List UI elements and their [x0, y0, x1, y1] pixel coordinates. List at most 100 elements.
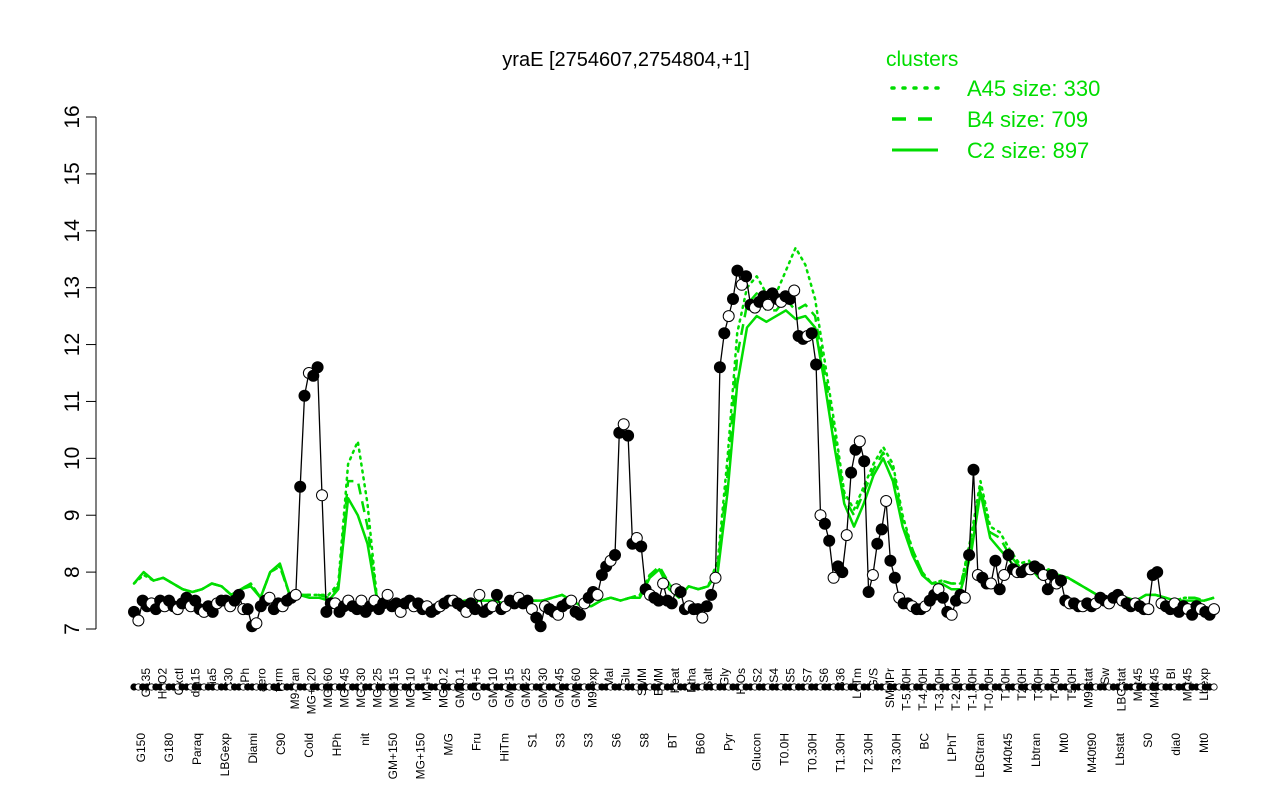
x-tick-label: H2O2 — [156, 668, 170, 700]
x-tick-label: Glucon — [749, 733, 763, 771]
x-tick-label: Fru — [470, 733, 484, 751]
x-tick-label: Pyr — [721, 733, 735, 751]
x-tick-label: S3 — [582, 733, 596, 748]
x-tick-label: S4 — [767, 668, 781, 683]
profile-point — [875, 523, 888, 536]
x-tick-label: HiOs — [734, 668, 748, 695]
profile-point — [731, 264, 744, 277]
profile-point — [709, 571, 722, 584]
x-tick-label: G135 — [139, 668, 153, 698]
y-tick-label: 13 — [61, 276, 84, 299]
x-tick-label: T1.30H — [833, 733, 847, 772]
profile-point — [311, 361, 324, 374]
x-tick-label: T2.30H — [861, 733, 875, 772]
profile-point — [827, 571, 840, 584]
cluster-line-C2 — [133, 309, 1215, 608]
profile-point — [936, 591, 949, 604]
x-tick-label: Mt0 — [1197, 733, 1211, 753]
profile-point — [945, 608, 958, 621]
profile-point — [289, 588, 302, 601]
y-tick-label: 16 — [61, 105, 84, 128]
profile-point — [963, 549, 976, 561]
x-tick-label: Oxctl — [172, 668, 186, 695]
profile-point — [263, 591, 276, 604]
profile-point — [294, 480, 307, 493]
x-tick-label: dia15 — [189, 668, 203, 698]
profile-point — [998, 569, 1011, 581]
x-tick-label: S5 — [784, 668, 798, 683]
profile-point — [853, 435, 866, 448]
profile-point — [840, 529, 853, 542]
x-tick-label: Mt0 — [1057, 733, 1071, 753]
x-tick-label: HiTm — [498, 733, 512, 762]
profile-point — [591, 588, 604, 601]
x-tick-label: M40t90 — [1085, 733, 1099, 773]
x-tick-label: B60 — [694, 733, 708, 755]
profile-point — [810, 358, 823, 371]
x-tick-label: HPh — [330, 733, 344, 756]
profile-point — [617, 418, 630, 431]
profile-point — [805, 327, 818, 340]
y-tick-label: 11 — [61, 391, 84, 413]
x-tick-label: BMM — [652, 668, 666, 696]
legend: clusters A45 size: 330 B4 size: 709 C2 siz… — [886, 48, 1100, 163]
cluster-line-B4 — [133, 292, 1215, 608]
profile-point — [1208, 603, 1220, 616]
profile-point — [871, 537, 884, 550]
profile-point — [727, 293, 739, 305]
profile-point — [845, 466, 858, 479]
profile-point — [762, 298, 774, 311]
legend-title: clusters — [886, 48, 958, 71]
x-tick-label: MG+150 — [414, 733, 428, 780]
profile-point — [534, 620, 547, 633]
x-tick-label: BT — [666, 732, 680, 748]
x-tick-label: Diami — [246, 733, 260, 764]
x-tick-label: S7 — [800, 668, 814, 683]
x-tick-label: Salt — [701, 667, 715, 688]
legend-label: C2 size: 897 — [967, 138, 1089, 163]
profile-point — [657, 577, 670, 590]
profile-point — [713, 361, 726, 374]
profile-point — [1041, 583, 1054, 596]
profile-point — [1142, 603, 1155, 616]
y-tick-label: 14 — [61, 219, 84, 243]
x-tick-label: LPhT — [945, 732, 959, 761]
x-tick-label: Paraq — [190, 733, 204, 765]
x-tick-label: LBGtran — [973, 733, 987, 778]
x-tick-label: LBGexp — [218, 733, 232, 777]
profile-point — [985, 577, 997, 590]
x-tick-label: S2 — [751, 668, 765, 683]
profile-point — [705, 588, 718, 601]
profile-point — [818, 517, 831, 530]
y-tick-label: 15 — [61, 162, 84, 185]
profile-point — [740, 270, 753, 283]
profile-point — [298, 389, 311, 402]
profile-point — [609, 549, 621, 561]
profile-point — [866, 569, 879, 581]
x-tick-label: dia0 — [1169, 733, 1183, 756]
x-tick-label: SMM — [635, 668, 649, 696]
x-tick-label: S1 — [526, 733, 540, 748]
profile-point — [993, 583, 1006, 596]
profile-point — [622, 429, 635, 442]
x-tick-label: Lbstat — [1113, 732, 1127, 765]
profile-point — [958, 591, 971, 604]
profile-point — [1002, 549, 1015, 561]
x-tick-label: BC — [917, 733, 931, 750]
x-tick-label: Gly — [718, 668, 732, 686]
x-tick-label: Cold — [302, 733, 316, 758]
profile-point — [132, 614, 145, 627]
x-tick-label: M40t45 — [1001, 733, 1015, 773]
x-tick-label: Sw — [1098, 668, 1112, 685]
profile-point — [884, 554, 897, 567]
x-tick-label: MG+120 — [304, 668, 318, 715]
x-tick-label: C90 — [274, 733, 288, 755]
x-rug-mark — [1210, 683, 1218, 691]
x-tick-label: Glu — [618, 668, 632, 687]
y-tick-label: 10 — [61, 447, 84, 470]
profile-point — [696, 611, 709, 624]
chart-title: yraE [2754607,2754804,+1] — [502, 49, 749, 71]
x-tick-label: T0.30H — [805, 733, 819, 772]
profile-point — [888, 571, 901, 584]
